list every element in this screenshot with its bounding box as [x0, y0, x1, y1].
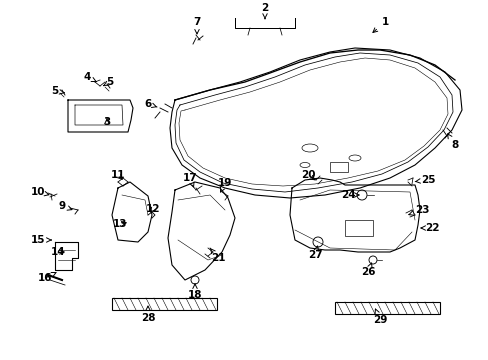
Text: 29: 29 [372, 309, 386, 325]
Text: 20: 20 [300, 170, 315, 180]
Text: 5: 5 [51, 86, 64, 96]
Text: 7: 7 [193, 17, 200, 34]
Text: 9: 9 [59, 201, 72, 211]
Text: 24: 24 [340, 190, 358, 200]
Text: 3: 3 [103, 117, 110, 127]
Text: 15: 15 [31, 235, 51, 245]
Text: 22: 22 [420, 223, 438, 233]
Text: 21: 21 [210, 248, 225, 263]
Bar [345, 220, 372, 236]
Bar [329, 162, 347, 172]
Text: 2: 2 [261, 3, 268, 19]
Text: 26: 26 [360, 263, 374, 277]
Text: 1: 1 [372, 17, 388, 32]
Text: 25: 25 [414, 175, 434, 185]
Text: 17: 17 [183, 173, 197, 187]
Text: 12: 12 [145, 204, 160, 214]
Bar [112, 298, 217, 310]
Text: 5: 5 [103, 77, 113, 87]
Text: 11: 11 [110, 170, 125, 180]
Text: 13: 13 [113, 219, 127, 229]
Text: 14: 14 [51, 247, 65, 257]
Text: 10: 10 [31, 187, 49, 197]
Text: 27: 27 [307, 246, 322, 260]
Text: 6: 6 [144, 99, 157, 109]
Text: 19: 19 [217, 178, 232, 192]
Text: 18: 18 [187, 284, 202, 300]
Text: 8: 8 [447, 134, 458, 150]
Text: 16: 16 [38, 273, 56, 283]
Text: 28: 28 [141, 306, 155, 323]
Text: 23: 23 [408, 205, 428, 215]
Bar [334, 302, 439, 314]
Text: 4: 4 [83, 72, 96, 82]
